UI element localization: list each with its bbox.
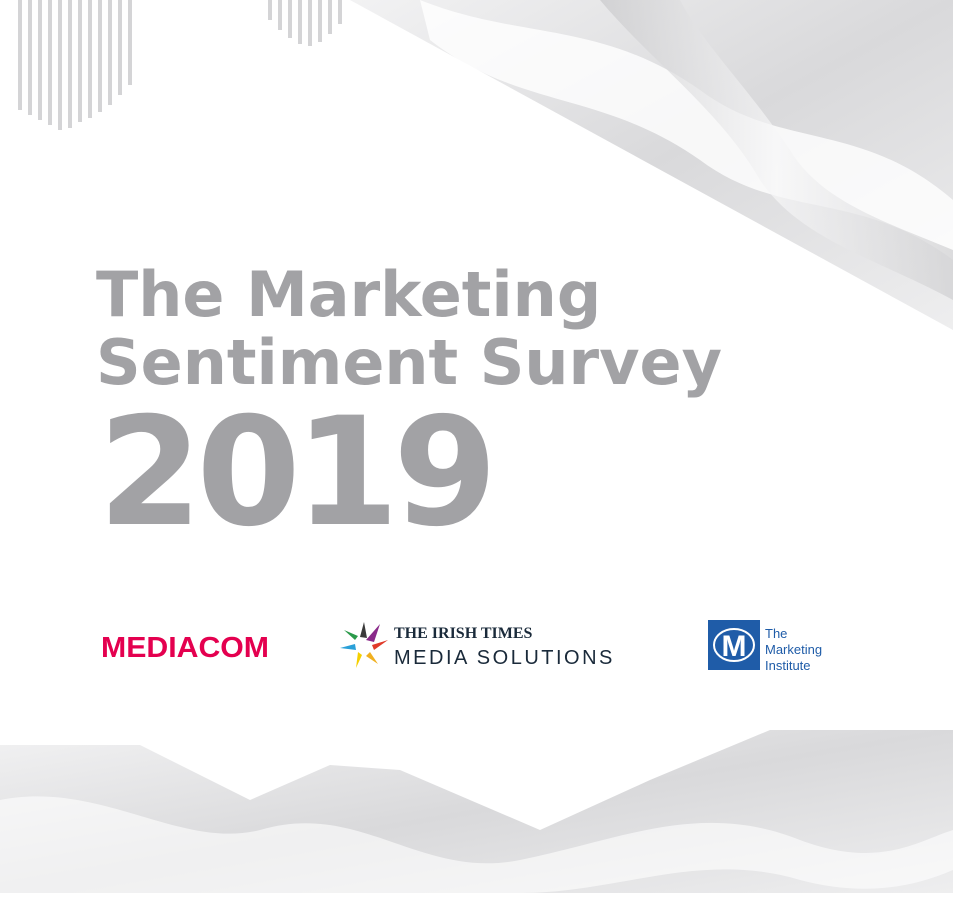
irish-times-star [340,622,388,668]
mi-text: The [765,626,787,641]
mi-text: Marketing [765,642,822,657]
title-year: 2019 [98,386,491,560]
mi-ring [713,628,755,662]
mi-mark: M [722,630,747,663]
irish-times-division: MEDIA SOLUTIONS [394,647,615,669]
texture-top [350,0,953,330]
stripes [18,0,342,130]
mi-text: Institute [765,658,811,673]
mediacom-logo: MEDIACOM [101,632,269,664]
irish-times-name: THE IRISH TIMES [394,625,533,642]
title-line: The Marketing [96,258,601,331]
title-line: Sentiment Survey [96,326,722,399]
texture-bottom [0,730,953,893]
